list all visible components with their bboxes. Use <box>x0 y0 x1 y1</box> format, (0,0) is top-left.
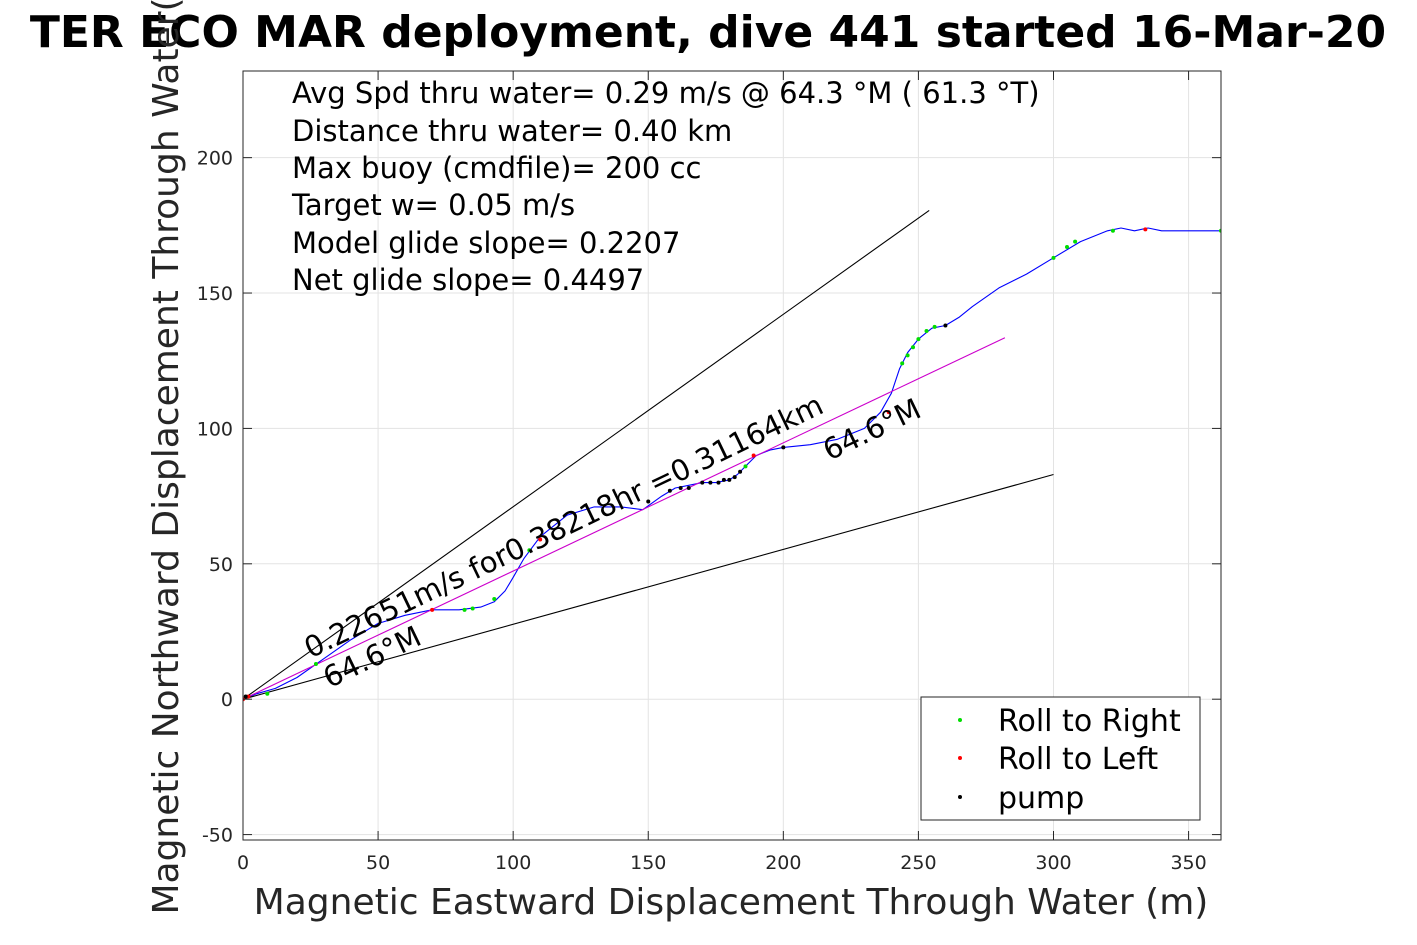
info-line-target-w: Target w= 0.05 m/s <box>291 188 575 222</box>
point-roll-to-left <box>430 607 435 612</box>
point-pump <box>732 475 737 480</box>
point-pump <box>738 469 743 474</box>
info-line-model-glide: Model glide slope= 0.2207 <box>292 226 680 260</box>
grid-lines <box>242 71 1221 840</box>
point-roll-to-right <box>924 328 929 333</box>
point-roll-to-left <box>1143 227 1148 232</box>
point-roll-to-right <box>1065 245 1070 250</box>
point-pump <box>243 694 248 699</box>
chart-title: TER ECO MAR deployment, dive 441 started… <box>30 7 1386 58</box>
point-pump <box>727 477 732 482</box>
plot-frame <box>242 70 1222 841</box>
point-roll-to-right <box>905 353 910 358</box>
x-tick-label: 0 <box>237 852 249 874</box>
legend-marker-roll-right <box>958 718 962 722</box>
x-tick-label: 100 <box>495 852 531 874</box>
info-line-net-glide: Net glide slope= 0.4497 <box>292 263 644 297</box>
point-roll-to-right <box>932 324 937 329</box>
plot-area <box>243 209 1221 702</box>
point-roll-to-right <box>470 606 475 611</box>
info-line-max-buoy: Max buoy (cmdfile)= 200 cc <box>292 151 701 185</box>
annotation-2: 64.6°M <box>818 392 927 468</box>
y-axis-label: Magnetic Northward Displacement Through … <box>146 0 187 915</box>
point-roll-to-right <box>492 597 497 602</box>
point-pump <box>667 488 672 493</box>
x-tick-label: 300 <box>1035 852 1071 874</box>
point-roll-to-right <box>527 548 532 553</box>
point-roll-to-right <box>1110 228 1115 233</box>
x-tick-label: 200 <box>765 852 801 874</box>
point-roll-to-right <box>1073 239 1078 244</box>
y-tick-label: 0 <box>221 689 233 711</box>
point-roll-to-right <box>743 464 748 469</box>
legend-marker-roll-left <box>958 756 962 760</box>
point-pump <box>721 477 726 482</box>
point-roll-to-right <box>911 345 916 350</box>
point-roll-to-left <box>886 410 891 415</box>
annotations: 0.22651m/s for0.38218hr =0.31164km64.6°M… <box>299 388 926 695</box>
point-pump <box>700 480 705 485</box>
y-tick-label: 100 <box>197 418 233 440</box>
legend-label-roll-right: Roll to Right <box>998 704 1181 739</box>
info-line-distance: Distance thru water= 0.40 km <box>292 114 732 148</box>
legend-label-pump: pump <box>998 781 1084 816</box>
point-pump <box>678 485 683 490</box>
legend: Roll to Right Roll to Left pump <box>920 696 1201 821</box>
y-tick-label: 150 <box>197 283 233 305</box>
point-roll-to-right <box>462 607 467 612</box>
legend-marker-pump <box>958 795 962 799</box>
x-tick-label: 350 <box>1170 852 1206 874</box>
point-roll-to-right <box>900 361 905 366</box>
info-box: Avg Spd thru water= 0.29 m/s @ 64.3 °M (… <box>291 76 1040 297</box>
x-tick-label: 50 <box>366 852 390 874</box>
point-pump <box>708 480 713 485</box>
point-roll-to-right <box>313 661 318 666</box>
point-pump <box>646 499 651 504</box>
y-tick-label: 50 <box>209 554 233 576</box>
x-tick-label: 150 <box>630 852 666 874</box>
series-line-1 <box>243 337 1006 700</box>
point-roll-to-left <box>538 537 543 542</box>
y-tick-label: 200 <box>197 148 233 170</box>
point-pump <box>686 485 691 490</box>
series-line-2 <box>243 209 930 700</box>
x-axis-label: Magnetic Eastward Displacement Through W… <box>254 882 1209 923</box>
point-roll-to-right <box>916 337 921 342</box>
legend-box <box>920 696 1201 821</box>
series-line-3 <box>243 473 1054 700</box>
x-tick-label: 250 <box>900 852 936 874</box>
point-pump <box>943 323 948 328</box>
legend-label-roll-left: Roll to Left <box>998 742 1158 777</box>
y-tick-label: -50 <box>202 825 233 847</box>
info-line-speed: Avg Spd thru water= 0.29 m/s @ 64.3 °M (… <box>292 76 1040 110</box>
point-roll-to-right <box>1051 255 1056 260</box>
point-pump <box>716 480 721 485</box>
point-roll-to-right <box>265 691 270 696</box>
point-roll-to-left <box>751 453 756 458</box>
point-pump <box>781 445 786 450</box>
